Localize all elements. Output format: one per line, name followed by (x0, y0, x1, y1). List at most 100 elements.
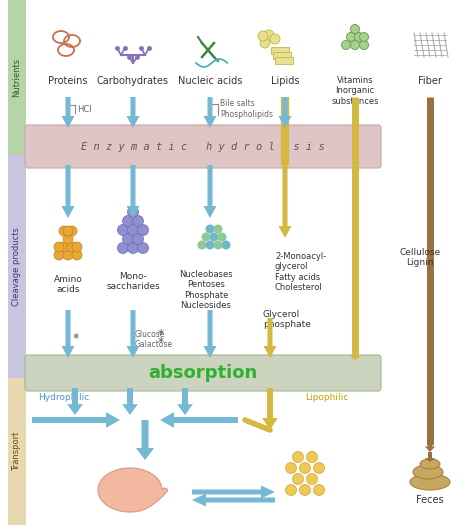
Polygon shape (127, 97, 139, 128)
Polygon shape (203, 97, 217, 128)
Text: Bile salts
Phospholipids: Bile salts Phospholipids (220, 99, 273, 119)
Text: Hydrophilic: Hydrophilic (38, 393, 89, 402)
Circle shape (292, 474, 303, 485)
Ellipse shape (413, 465, 443, 479)
Circle shape (128, 206, 138, 217)
Circle shape (346, 33, 356, 41)
Text: Glycerol
phosphate: Glycerol phosphate (263, 310, 311, 329)
Circle shape (300, 463, 310, 474)
Circle shape (63, 234, 73, 244)
Circle shape (118, 243, 128, 254)
Circle shape (350, 25, 359, 34)
Circle shape (67, 226, 77, 236)
Circle shape (359, 40, 368, 49)
Circle shape (260, 38, 270, 48)
Circle shape (210, 233, 219, 242)
Text: HCl: HCl (77, 104, 91, 113)
Text: Vitamins
Inorganic
substances: Vitamins Inorganic substances (331, 76, 379, 106)
Circle shape (313, 485, 325, 496)
Polygon shape (425, 452, 435, 462)
Circle shape (198, 240, 207, 249)
Bar (273, 52, 291, 59)
Circle shape (221, 240, 230, 249)
Polygon shape (160, 412, 238, 428)
Text: Fiber: Fiber (418, 76, 442, 86)
Text: Lipids: Lipids (271, 76, 299, 86)
Text: Cleavage products: Cleavage products (12, 227, 21, 306)
Polygon shape (203, 310, 217, 358)
Circle shape (206, 225, 215, 234)
Text: 2-Monoacyl-
glycerol
Fatty acids
Cholesterol: 2-Monoacyl- glycerol Fatty acids Cholest… (275, 252, 326, 292)
Circle shape (72, 250, 82, 260)
Polygon shape (350, 350, 360, 360)
Circle shape (350, 40, 359, 49)
Text: absorption: absorption (148, 364, 258, 382)
Polygon shape (136, 420, 154, 460)
Polygon shape (192, 486, 275, 499)
Circle shape (258, 31, 268, 41)
Circle shape (118, 225, 128, 236)
Circle shape (313, 463, 325, 474)
Text: E n z y m a t i c   h y d r o l y s i s: E n z y m a t i c h y d r o l y s i s (81, 142, 325, 152)
Circle shape (133, 215, 144, 226)
Polygon shape (264, 318, 276, 358)
Circle shape (285, 463, 297, 474)
Polygon shape (122, 388, 138, 415)
Text: Nutrients: Nutrients (12, 58, 21, 97)
Circle shape (264, 30, 274, 40)
Bar (271, 47, 289, 54)
Circle shape (72, 242, 82, 252)
Polygon shape (98, 468, 168, 512)
Polygon shape (192, 494, 275, 507)
Text: *: * (73, 332, 79, 345)
Ellipse shape (410, 474, 450, 490)
Circle shape (201, 233, 210, 242)
Polygon shape (262, 388, 278, 430)
Polygon shape (203, 165, 217, 218)
Circle shape (63, 250, 73, 260)
Text: Mono-
saccharides: Mono- saccharides (106, 272, 160, 291)
Bar (8, 0, 26, 155)
Circle shape (307, 474, 318, 485)
Text: *: * (158, 336, 164, 349)
Text: Nucleic acids: Nucleic acids (178, 76, 242, 86)
FancyBboxPatch shape (25, 125, 381, 168)
Circle shape (206, 240, 215, 249)
Circle shape (128, 243, 138, 254)
Polygon shape (425, 438, 435, 452)
Polygon shape (279, 97, 292, 128)
Text: Carbohydrates: Carbohydrates (97, 76, 169, 86)
Text: Glucose
Galactose: Glucose Galactose (135, 330, 173, 350)
Polygon shape (127, 310, 139, 358)
Circle shape (63, 226, 73, 236)
Polygon shape (127, 165, 139, 218)
Circle shape (213, 225, 222, 234)
Text: Feces: Feces (416, 495, 444, 505)
FancyBboxPatch shape (25, 355, 381, 391)
Text: Transport: Transport (12, 432, 21, 471)
Bar (8, 155, 26, 378)
Circle shape (59, 242, 69, 252)
Circle shape (300, 485, 310, 496)
Circle shape (359, 33, 368, 41)
Circle shape (122, 215, 134, 226)
Circle shape (355, 33, 364, 41)
Text: *: * (158, 328, 164, 341)
Polygon shape (62, 310, 74, 358)
Circle shape (128, 225, 138, 236)
Circle shape (137, 225, 148, 236)
Circle shape (213, 240, 222, 249)
Ellipse shape (420, 459, 440, 469)
Bar (8, 378, 26, 525)
Bar (275, 57, 293, 64)
Circle shape (292, 452, 303, 463)
Text: Lipophilic: Lipophilic (305, 393, 348, 402)
Text: Nucleobases
Pentoses
Phosphate
Nucleosides: Nucleobases Pentoses Phosphate Nucleosid… (179, 270, 233, 310)
Polygon shape (62, 97, 74, 128)
Circle shape (137, 243, 148, 254)
Polygon shape (177, 388, 193, 415)
Polygon shape (32, 412, 120, 428)
Circle shape (54, 242, 64, 252)
Circle shape (67, 242, 77, 252)
Circle shape (133, 234, 144, 245)
